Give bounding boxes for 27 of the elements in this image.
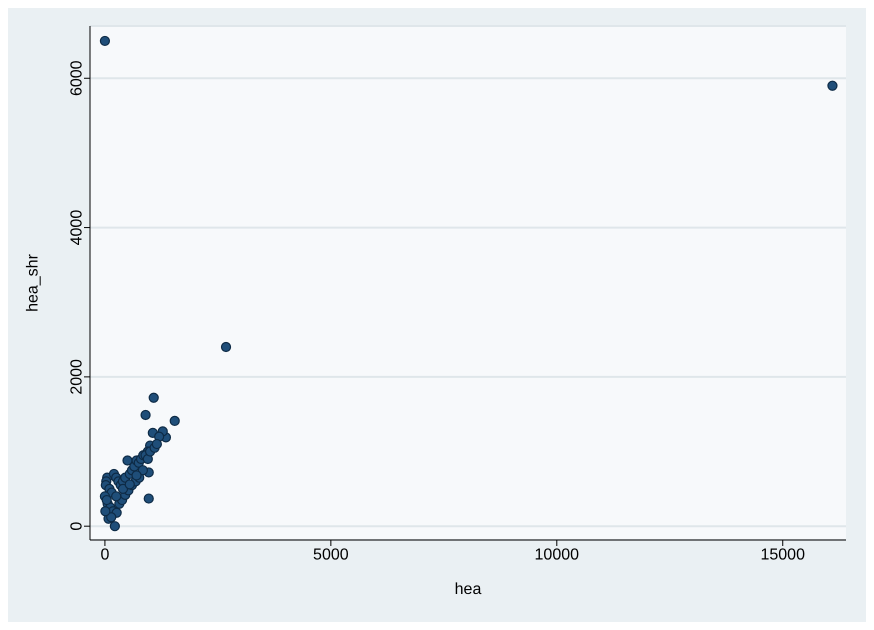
y-tick-label: 2000	[68, 358, 86, 395]
point	[106, 512, 116, 522]
point	[131, 470, 142, 481]
x-axis-title: hea	[454, 581, 482, 598]
point	[144, 493, 154, 504]
point	[100, 36, 110, 46]
point	[220, 342, 232, 352]
point	[827, 80, 838, 91]
point	[170, 416, 180, 426]
x-tick-label: 5000	[313, 546, 349, 564]
x-tick-label: 0	[100, 546, 110, 564]
point	[102, 494, 112, 506]
x-tick-label: 15000	[760, 546, 806, 564]
x-tick-label: 10000	[534, 546, 580, 564]
point	[110, 521, 120, 532]
point	[122, 455, 133, 466]
point	[124, 479, 135, 490]
y-tick-label: 0	[68, 522, 86, 531]
point	[111, 491, 122, 502]
point	[140, 410, 151, 420]
point	[100, 506, 110, 516]
point	[152, 438, 162, 450]
point	[138, 465, 148, 476]
y-tick-label: 6000	[68, 60, 86, 96]
y-tick-label: 4000	[68, 210, 86, 246]
point	[148, 392, 159, 403]
y-axis-title: hea_shr	[24, 253, 42, 312]
